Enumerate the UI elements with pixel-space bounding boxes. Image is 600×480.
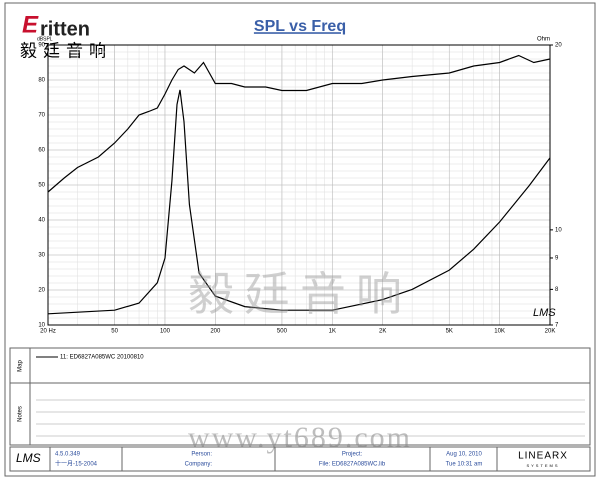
y-tick-label: 80 — [38, 78, 45, 84]
x-tick-label: 20 Hz — [40, 329, 56, 335]
watermark-chinese: 毅廷音响 — [188, 268, 412, 320]
notes-panel — [9, 382, 591, 446]
y-tick-label: 30 — [38, 253, 45, 259]
legend-entry: 11: ED6827A085WC 20100810 — [60, 355, 144, 361]
notes-label: Notes — [18, 406, 24, 422]
person: Person: — [191, 452, 212, 458]
y-tick-label: 60 — [38, 148, 45, 154]
file: File: ED6827A085WC.lib — [319, 462, 386, 468]
vendor: LINEARX — [518, 451, 568, 462]
x-tick-label: 2K — [379, 329, 386, 335]
x-tick-label: 50 — [111, 329, 118, 335]
logo-chinese: 毅廷音响 — [20, 41, 112, 60]
logo-initial: E — [22, 11, 39, 38]
notes-lines — [36, 399, 585, 437]
y2-tick-label: 9 — [555, 256, 559, 262]
footer-logo: LMS — [16, 451, 41, 465]
footer-dividers — [49, 447, 498, 471]
y2-tick-label: 7 — [555, 323, 559, 329]
y-tick-label: 10 — [38, 323, 45, 329]
y-tick-label: 40 — [38, 218, 45, 224]
version: 4.5.0.349 — [55, 452, 81, 458]
logo: ritten — [40, 18, 90, 40]
frame — [4, 2, 596, 477]
x-tick-label: 20K — [545, 329, 556, 335]
x-tick-label: 200 — [210, 329, 221, 335]
series-line — [47, 54, 551, 193]
y-tick-label: 90 — [38, 43, 45, 49]
x-tick-label: 1K — [329, 329, 336, 335]
y2-tick-label: 10 — [555, 227, 562, 233]
y-axis-label: dBSPL — [37, 36, 53, 42]
y2-tick-label: 20 — [555, 43, 562, 49]
series-line — [47, 89, 551, 315]
y-tick-label: 70 — [38, 113, 45, 119]
x-tick-label: 500 — [277, 329, 288, 335]
y-tick-label: 50 — [38, 183, 45, 189]
y-tick-label: 20 — [38, 288, 45, 294]
x-tick-label: 5K — [446, 329, 453, 335]
chart-title: SPL vs Freq — [254, 18, 346, 35]
vendor-sub: SYSTEMS — [526, 463, 559, 468]
run-date: Aug 10, 2010 — [446, 452, 482, 458]
footer — [9, 446, 591, 472]
x-tick-label: 10K — [494, 329, 505, 335]
project: Project: — [342, 452, 363, 458]
run-time: Tue 10:31 am — [446, 462, 483, 468]
version-date: 十一月-15-2004 — [55, 460, 98, 468]
plot-mark: LMS — [533, 307, 556, 319]
plot-border — [47, 44, 551, 326]
watermark-url: www.yt689.com — [188, 421, 412, 454]
map-label: Map — [18, 360, 24, 372]
y2-tick-label: 8 — [555, 287, 559, 293]
x-tick-label: 100 — [160, 329, 171, 335]
y2-axis-label: Ohm — [537, 37, 550, 43]
company: Company: — [185, 462, 213, 468]
